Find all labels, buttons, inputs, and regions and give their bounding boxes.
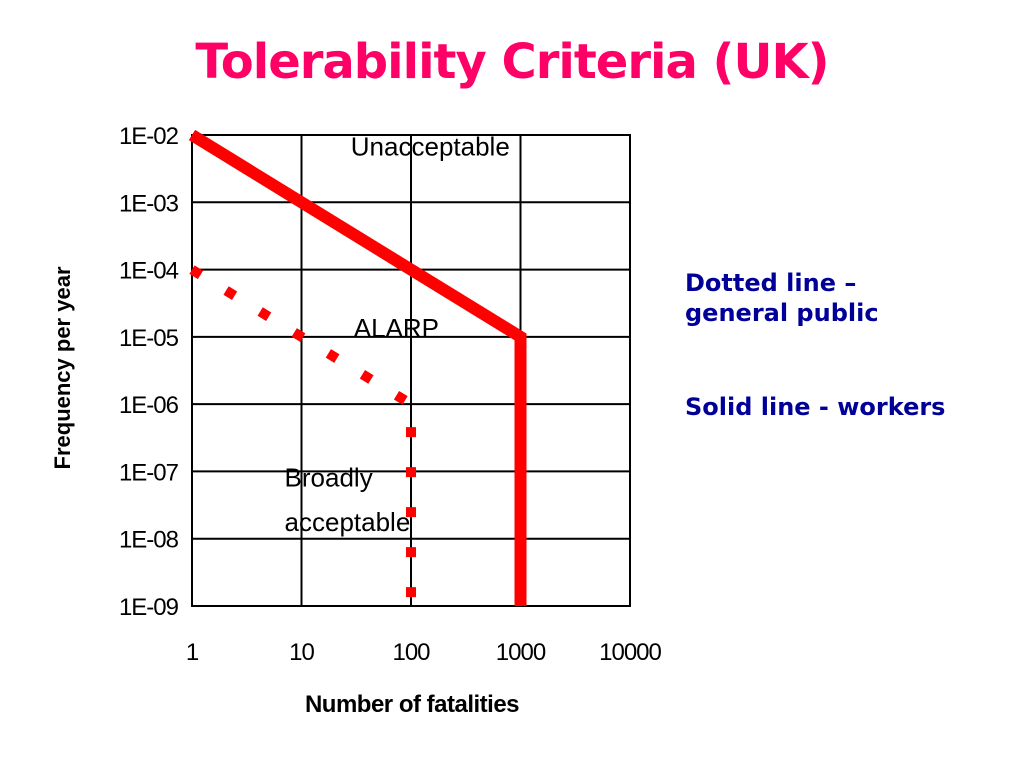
region-annotation: Unacceptable [351, 131, 510, 161]
public-criterion-line [189, 265, 416, 606]
note-dotted-line-2: general public [685, 299, 879, 327]
y-tick-label: 1E-07 [119, 459, 179, 486]
x-axis-title: Number of fatalities [305, 691, 519, 718]
y-tick-label: 1E-09 [119, 594, 179, 621]
slide-title: Tolerability Criteria (UK) [195, 34, 829, 90]
x-tick-label: 10 [289, 639, 314, 666]
workers-criterion-line [188, 129, 527, 606]
y-tick-label: 1E-05 [119, 325, 179, 352]
x-tick-label: 10000 [599, 639, 661, 666]
x-tick-label: 1 [186, 639, 199, 666]
y-tick-label: 1E-04 [119, 258, 179, 285]
note-dotted-line: Dotted line – general public [685, 268, 879, 328]
plot-frame [191, 134, 631, 607]
x-tick-label: 1000 [496, 639, 546, 666]
note-solid-line: Solid line - workers [685, 393, 946, 421]
region-annotation: acceptable [285, 507, 411, 537]
note-dotted-line-1: Dotted line – [685, 269, 857, 297]
y-tick-label: 1E-03 [119, 190, 179, 217]
y-tick-label: 1E-02 [119, 123, 179, 150]
y-tick-label: 1E-08 [119, 527, 179, 554]
y-axis-title: Frequency per year [50, 266, 75, 469]
region-annotation: Broadly [285, 462, 373, 492]
region-annotation: ALARP [354, 313, 439, 343]
x-tick-label: 100 [392, 639, 430, 666]
y-tick-label: 1E-06 [119, 392, 179, 419]
